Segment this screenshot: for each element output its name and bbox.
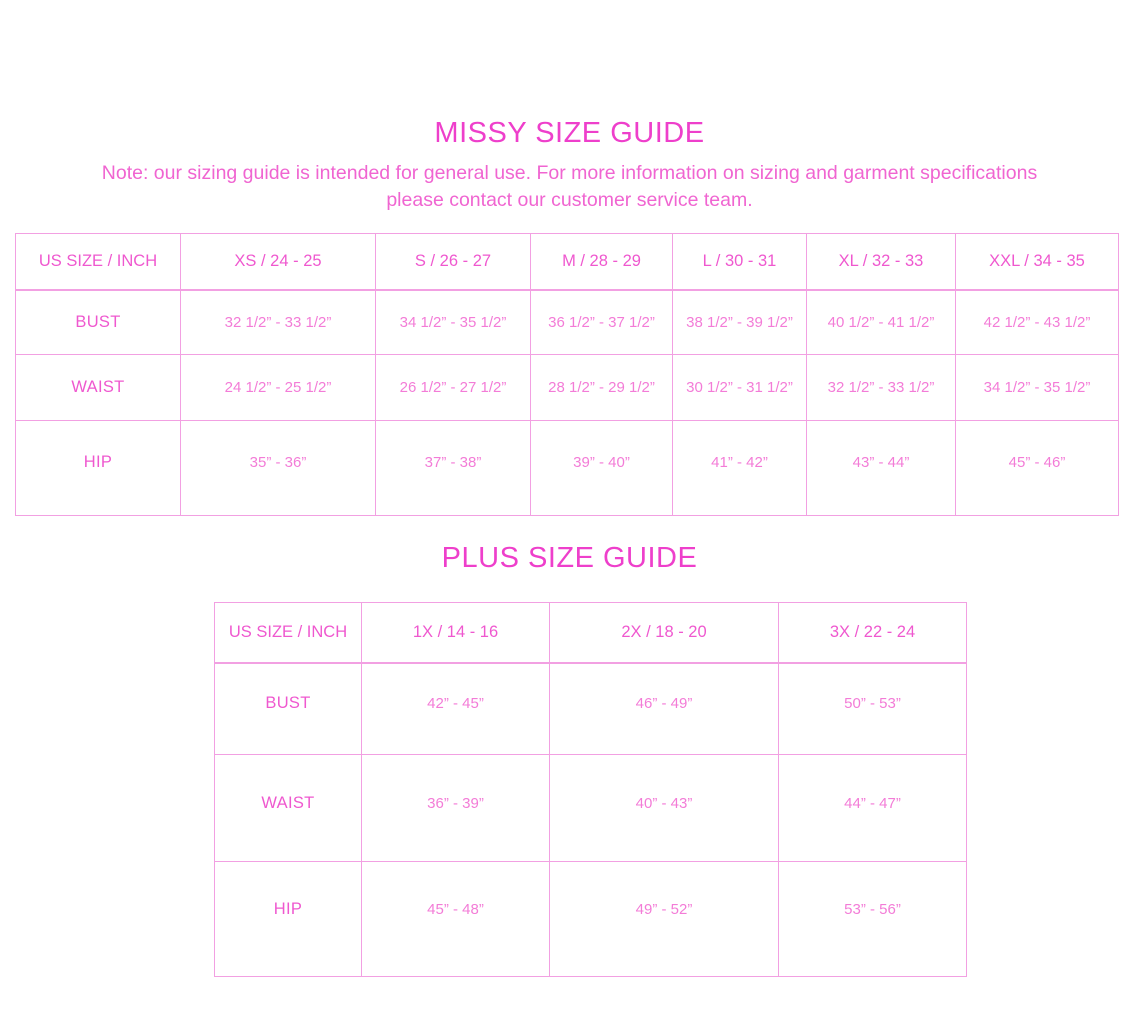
missy-size-table: US SIZE / INCH XS / 24 - 25 S / 26 - 27 … bbox=[15, 233, 1119, 516]
column-header: US SIZE / INCH bbox=[15, 233, 181, 291]
missy-header-row: US SIZE / INCH XS / 24 - 25 S / 26 - 27 … bbox=[15, 233, 1119, 291]
column-header: 3X / 22 - 24 bbox=[778, 602, 967, 664]
row-label: WAIST bbox=[214, 754, 362, 862]
missy-bust-row: BUST 32 1/2” - 33 1/2” 34 1/2” - 35 1/2”… bbox=[15, 289, 1119, 355]
column-header: XS / 24 - 25 bbox=[180, 233, 376, 291]
size-value: 45” - 48” bbox=[361, 861, 550, 977]
size-value: 36 1/2” - 37 1/2” bbox=[530, 289, 673, 355]
size-value: 35” - 36” bbox=[180, 420, 376, 516]
size-value: 24 1/2” - 25 1/2” bbox=[180, 354, 376, 421]
column-header: S / 26 - 27 bbox=[375, 233, 531, 291]
size-value: 42 1/2” - 43 1/2” bbox=[955, 289, 1119, 355]
column-header: 1X / 14 - 16 bbox=[361, 602, 550, 664]
plus-waist-row: WAIST 36” - 39” 40” - 43” 44” - 47” bbox=[214, 754, 967, 862]
sizing-note-line-2: please contact our customer service team… bbox=[386, 189, 753, 211]
missy-size-guide-title: MISSY SIZE GUIDE bbox=[434, 117, 705, 149]
row-label: BUST bbox=[15, 289, 181, 355]
size-value: 30 1/2” - 31 1/2” bbox=[672, 354, 807, 421]
sizing-note-line-1: Note: our sizing guide is intended for g… bbox=[101, 162, 1038, 184]
column-header: M / 28 - 29 bbox=[530, 233, 673, 291]
size-value: 38 1/2” - 39 1/2” bbox=[672, 289, 807, 355]
size-value: 41” - 42” bbox=[672, 420, 807, 516]
size-value: 34 1/2” - 35 1/2” bbox=[955, 354, 1119, 421]
size-value: 44” - 47” bbox=[778, 754, 967, 862]
row-label: HIP bbox=[214, 861, 362, 977]
size-value: 50” - 53” bbox=[778, 662, 967, 755]
size-value: 39” - 40” bbox=[530, 420, 673, 516]
plus-hip-row: HIP 45” - 48” 49” - 52” 53” - 56” bbox=[214, 861, 967, 977]
column-header: L / 30 - 31 bbox=[672, 233, 807, 291]
size-value: 49” - 52” bbox=[549, 861, 779, 977]
size-value: 32 1/2” - 33 1/2” bbox=[180, 289, 376, 355]
row-label: BUST bbox=[214, 662, 362, 755]
size-value: 53” - 56” bbox=[778, 861, 967, 977]
size-value: 32 1/2” - 33 1/2” bbox=[806, 354, 956, 421]
column-header: XXL / 34 - 35 bbox=[955, 233, 1119, 291]
size-value: 46” - 49” bbox=[549, 662, 779, 755]
column-header: US SIZE / INCH bbox=[214, 602, 362, 664]
row-label: WAIST bbox=[15, 354, 181, 421]
size-value: 37” - 38” bbox=[375, 420, 531, 516]
row-label: HIP bbox=[15, 420, 181, 516]
missy-waist-row: WAIST 24 1/2” - 25 1/2” 26 1/2” - 27 1/2… bbox=[15, 354, 1119, 421]
size-value: 40 1/2” - 41 1/2” bbox=[806, 289, 956, 355]
size-value: 40” - 43” bbox=[549, 754, 779, 862]
column-header: XL / 32 - 33 bbox=[806, 233, 956, 291]
size-value: 36” - 39” bbox=[361, 754, 550, 862]
size-value: 45” - 46” bbox=[955, 420, 1119, 516]
size-value: 26 1/2” - 27 1/2” bbox=[375, 354, 531, 421]
plus-header-row: US SIZE / INCH 1X / 14 - 16 2X / 18 - 20… bbox=[214, 602, 967, 664]
size-value: 42” - 45” bbox=[361, 662, 550, 755]
plus-size-guide-title: PLUS SIZE GUIDE bbox=[441, 542, 698, 574]
size-value: 43” - 44” bbox=[806, 420, 956, 516]
size-value: 28 1/2” - 29 1/2” bbox=[530, 354, 673, 421]
plus-bust-row: BUST 42” - 45” 46” - 49” 50” - 53” bbox=[214, 662, 967, 755]
column-header: 2X / 18 - 20 bbox=[549, 602, 779, 664]
missy-hip-row: HIP 35” - 36” 37” - 38” 39” - 40” 41” - … bbox=[15, 420, 1119, 516]
size-value: 34 1/2” - 35 1/2” bbox=[375, 289, 531, 355]
plus-size-table: US SIZE / INCH 1X / 14 - 16 2X / 18 - 20… bbox=[214, 602, 967, 977]
sizing-note: Note: our sizing guide is intended for g… bbox=[0, 160, 1139, 214]
